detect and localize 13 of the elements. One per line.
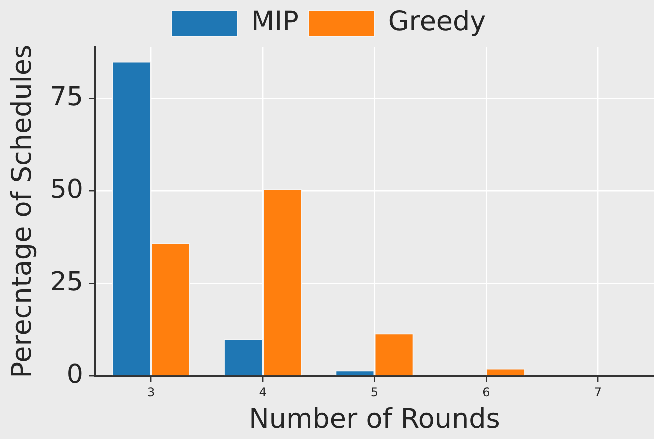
x-axis-title: Number of Rounds bbox=[249, 404, 500, 435]
legend-label: Greedy bbox=[388, 6, 486, 38]
x-tick-label: 3 bbox=[148, 386, 156, 400]
y-tick-label: 75 bbox=[50, 82, 84, 113]
y-tick-label: 25 bbox=[50, 267, 84, 298]
y-tick-label: 0 bbox=[66, 360, 84, 390]
x-tick-label: 7 bbox=[594, 386, 602, 400]
y-axis-title: Perecntage of Schedules bbox=[7, 44, 38, 378]
x-tick-label: 4 bbox=[259, 386, 267, 400]
y-tick-label: 50 bbox=[50, 175, 84, 206]
legend-label: MIP bbox=[251, 6, 299, 38]
x-tick-label: 5 bbox=[370, 386, 379, 400]
x-tick-label: 6 bbox=[482, 386, 490, 400]
